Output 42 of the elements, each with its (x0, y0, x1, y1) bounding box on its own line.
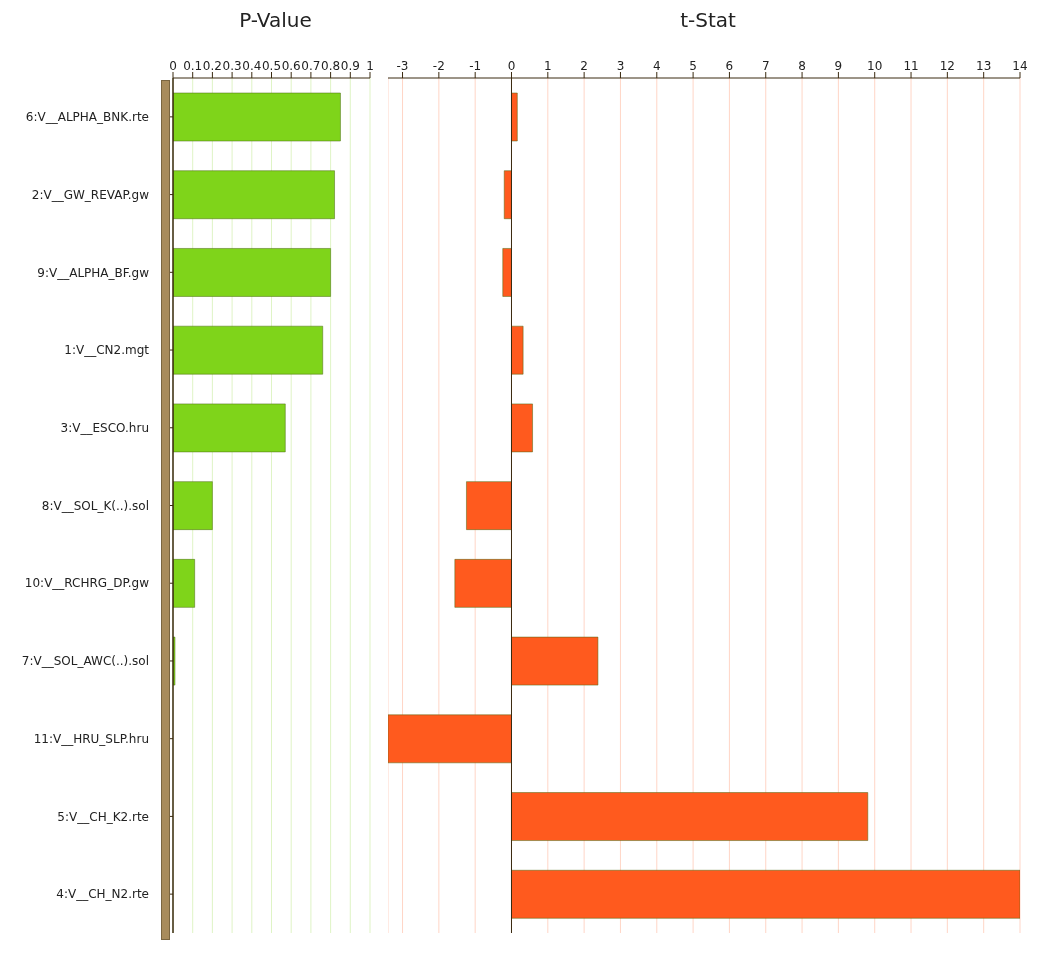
y-tick-label: 9:V__ALPHA_BF.gw (37, 265, 150, 280)
x-tick-label: 0 (169, 59, 177, 73)
x-tick-label: 0.8 (321, 59, 341, 73)
y-tick-label: 2:V__GW_REVAP.gw (31, 187, 150, 202)
x-tick-label: 5 (689, 59, 697, 73)
x-tick-label: 9 (834, 59, 843, 73)
x-tick-label: 0.9 (340, 59, 360, 73)
x-tick-label: 0.5 (261, 59, 282, 73)
x-tick-label: 3 (616, 59, 625, 73)
x-tick-label: 12 (939, 59, 955, 73)
x-tick-label: 0.7 (301, 59, 321, 73)
y-tick-label: 1:V__CN2.mgt (64, 343, 150, 358)
x-tick-label: -3 (396, 59, 409, 73)
y-tick-label: 8:V__SOL_K(..).sol (41, 498, 149, 513)
x-tick-label: 11 (903, 59, 919, 73)
y-tick-label: 3:V__ESCO.hru (60, 421, 149, 436)
x-tick-label: 0.3 (222, 59, 242, 73)
x-tick-label: 1 (366, 59, 374, 73)
x-tick-label: 7 (761, 59, 770, 73)
x-tick-label: -1 (469, 59, 482, 73)
chart-title: t-Stat (679, 8, 737, 34)
x-tick-label: 2 (580, 59, 588, 73)
x-tick-label: 0.1 (183, 59, 203, 73)
y-tick-label: 6:V__ALPHA_BNK.rte (25, 110, 149, 125)
x-tick-label: 4 (652, 59, 661, 73)
x-tick-label: 0.4 (242, 59, 262, 73)
x-tick-label: 8 (798, 59, 806, 73)
x-tick-label: 0.2 (202, 59, 222, 73)
y-tick-label: 10:V__RCHRG_DP.gw (24, 576, 150, 591)
y-tick-label: 5:V__CH_K2.rte (57, 809, 149, 824)
x-tick-label: 13 (976, 59, 992, 73)
y-tick-label: 7:V__SOL_AWC(..).sol (21, 654, 149, 669)
x-tick-label: 10 (867, 59, 883, 73)
x-tick-label: 6 (725, 59, 734, 73)
x-tick-label: 14 (1012, 59, 1028, 73)
x-tick-label: -2 (432, 59, 445, 73)
chart-title: P-Value (238, 8, 313, 34)
y-tick-label: 11:V__HRU_SLP.hru (33, 731, 149, 746)
x-tick-label: 0 (507, 59, 516, 73)
x-tick-label: 0.6 (281, 59, 301, 73)
y-tick-label: 4:V__CH_N2.rte (56, 887, 149, 902)
x-tick-label: 1 (544, 59, 552, 73)
